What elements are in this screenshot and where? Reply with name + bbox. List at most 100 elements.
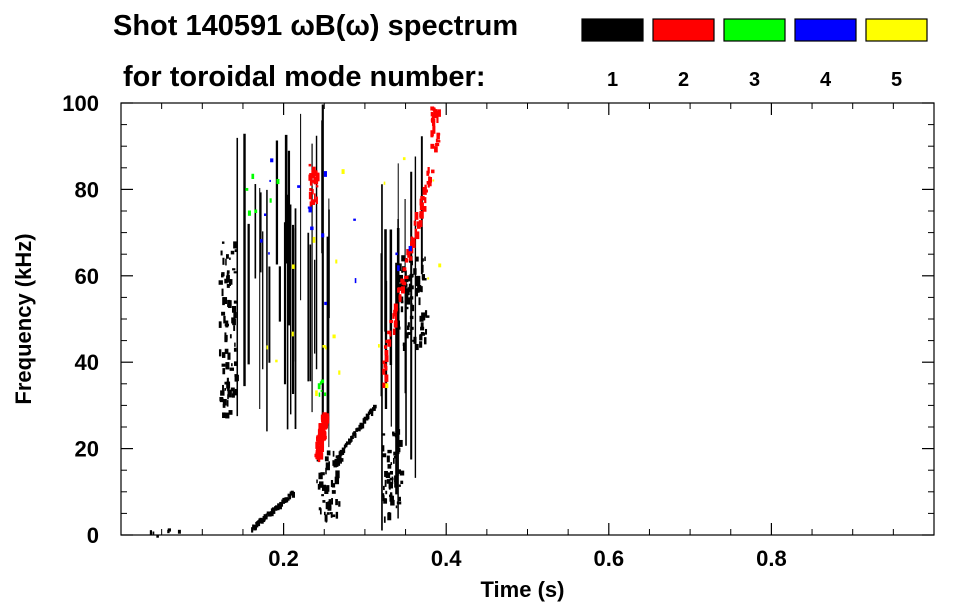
spectrum-mark	[311, 166, 316, 173]
spectrum-mark	[231, 393, 235, 398]
spectrum-mark	[383, 516, 386, 523]
spectrum-mark	[233, 312, 237, 319]
spectrum-mark	[421, 312, 426, 321]
spectrum-mark	[225, 254, 229, 259]
spectrum-mark	[220, 250, 223, 256]
spectrum-mark	[326, 450, 331, 456]
spectrum-mark	[373, 404, 377, 409]
spectrum-mark	[330, 513, 333, 518]
spectrum-mark	[406, 288, 410, 296]
spectrum-mark	[325, 516, 328, 523]
spectrum-mark	[406, 325, 410, 330]
spectrum-mark	[389, 470, 393, 475]
spectrum-mark	[423, 337, 427, 345]
spectrum-mark	[430, 106, 435, 111]
spectrum-mark	[220, 273, 224, 278]
spectrum-mark	[318, 392, 321, 397]
spectrum-mark	[297, 185, 301, 188]
spectrum-mark	[345, 441, 348, 446]
spectrum-mark	[232, 318, 236, 326]
spectrum-mark	[418, 297, 421, 306]
spectrum-mark	[431, 121, 436, 127]
spectrum-mark	[377, 344, 380, 348]
spectrum-mark	[291, 264, 295, 269]
spectrum-mark	[437, 109, 441, 117]
spectrum-mark	[221, 288, 224, 297]
spectrum-mark	[385, 383, 389, 389]
spectrum-mark	[325, 416, 330, 424]
spectrum-mark	[315, 390, 318, 397]
legend-swatch-1	[581, 18, 644, 42]
spectrum-mark	[233, 361, 238, 366]
spectrum-mark	[404, 275, 409, 280]
spectrum-mark	[268, 252, 270, 255]
legend-swatch-4	[794, 18, 857, 42]
spectrum-mark	[320, 433, 325, 441]
spectrum-mark	[221, 363, 226, 367]
spectrum-mark	[226, 377, 229, 383]
spectrum-mark	[430, 143, 435, 149]
spectrum-mark	[226, 270, 230, 274]
spectrum-mark	[339, 458, 344, 462]
spectrum-mark	[316, 196, 318, 204]
spectrum-mark	[335, 499, 338, 506]
spectrum-mark	[233, 391, 237, 396]
spectrum-mark	[389, 330, 392, 337]
spectrum-mark	[321, 424, 326, 428]
spectrum-mark	[384, 479, 387, 487]
spectrum-mark	[229, 334, 232, 339]
spectrum-mark	[404, 258, 409, 263]
spectrum-mark	[227, 352, 231, 360]
spectrum-mark	[222, 297, 225, 306]
spectrum-mark	[234, 342, 236, 347]
spectrum-mark	[381, 445, 385, 452]
spectrum-mark	[324, 456, 329, 462]
spectrum-mark	[387, 449, 392, 454]
spectrum-mark	[424, 184, 427, 190]
spectrum-mark	[398, 442, 403, 445]
x-axis-label: Time (s)	[481, 577, 565, 602]
spectrum-mark	[262, 516, 266, 521]
spectrum-mark	[225, 258, 227, 266]
spectrum-mark	[222, 368, 226, 375]
spectrum-mark	[424, 256, 426, 262]
spectrum-mark	[408, 285, 412, 292]
spectrum-data	[149, 104, 442, 538]
spectrum-mark	[397, 265, 400, 272]
spectrum-mark	[226, 275, 230, 283]
spectrum-mark	[264, 516, 268, 520]
spectrum-mark	[224, 381, 228, 385]
spectrum-mark	[222, 399, 227, 406]
spectrum-mark	[251, 527, 254, 533]
spectrum-feature-mode-2	[382, 167, 435, 389]
spectrum-mark	[400, 282, 405, 290]
spectrum-mark	[400, 306, 404, 313]
spectrum-mark	[428, 180, 432, 187]
spectrum-mark	[415, 283, 419, 287]
spectrum-mark	[386, 479, 391, 483]
x-tick-label: 0.6	[594, 546, 625, 571]
spectrum-mark	[291, 491, 295, 498]
spectrum-mark	[315, 441, 319, 449]
spectrum-mark	[419, 211, 424, 219]
spectrum-mark	[317, 483, 321, 490]
spectrum-mark	[416, 221, 420, 227]
spectrum-mark	[424, 328, 428, 335]
spectrum-mark	[228, 410, 233, 415]
spectrum-mark	[424, 197, 427, 204]
spectrum-mark	[422, 206, 427, 212]
spectrum-mark	[222, 257, 225, 265]
spectrum-mark	[398, 283, 401, 291]
chart-title-line1: Shot 140591 ωB(ω) spectrum	[113, 10, 518, 42]
spectrum-mark	[386, 455, 390, 463]
spectrum-mark	[322, 500, 326, 503]
spectrum-mark	[393, 309, 396, 317]
spectrum-mark	[230, 250, 235, 255]
spectrum-mark	[389, 477, 394, 481]
spectrum-mark	[312, 172, 315, 178]
spectrum-mark	[314, 170, 318, 177]
spectrum-mark	[407, 252, 411, 258]
spectrum-mark	[384, 374, 389, 382]
spectrum-mark	[435, 138, 438, 143]
y-tick-label: 0	[87, 523, 99, 548]
